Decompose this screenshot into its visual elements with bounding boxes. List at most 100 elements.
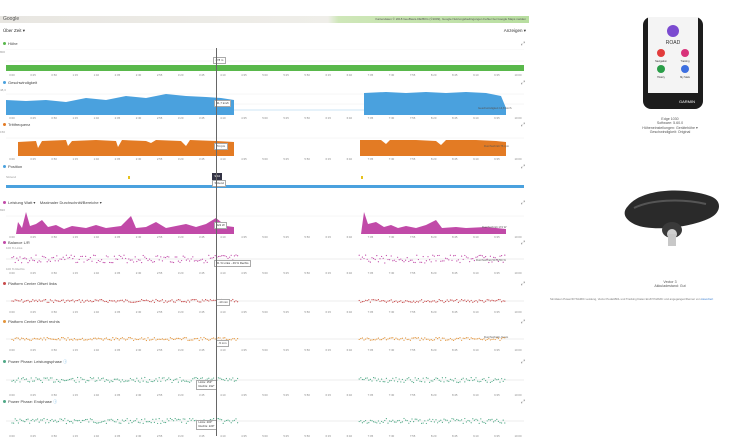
time-tick-label: 10:00 xyxy=(514,434,522,438)
balance-point xyxy=(75,261,77,264)
legend-dot xyxy=(3,400,6,404)
panel-title[interactable]: Power Phase: Endphase xyxy=(8,399,53,404)
pco-right-point xyxy=(373,339,375,341)
balance-point xyxy=(70,254,72,256)
power-phase-end-point xyxy=(414,418,416,420)
pco-left-plot[interactable]: -10 mm xyxy=(6,289,524,309)
expand-icon[interactable]: ⤢ xyxy=(520,359,525,365)
device-elevation-setting[interactable]: Höheneinstellungen: Gerätehöhe ▾ xyxy=(642,125,698,130)
pco-left-point xyxy=(160,300,162,302)
pco-right-point xyxy=(229,338,231,341)
panel-title[interactable]: Leistung Watt ▾ xyxy=(8,200,36,205)
power-phase-point xyxy=(91,378,93,380)
power-phase-end-point xyxy=(398,419,400,422)
pco-right-point xyxy=(465,337,467,339)
balance-point xyxy=(77,261,79,263)
pco-right-plot[interactable]: -5 mm Durchschnitt -6 mm xyxy=(6,327,524,347)
expand-icon[interactable]: ⤢ xyxy=(520,240,525,246)
balance-point xyxy=(214,255,216,257)
time-tick-label: 6:15 xyxy=(325,434,331,438)
expand-icon[interactable]: ⤢ xyxy=(520,80,525,86)
pco-right-point xyxy=(222,337,224,339)
balance-point xyxy=(365,254,367,256)
power-phase-end-point xyxy=(115,421,117,423)
pco-left-point xyxy=(454,299,456,302)
time-tick-label: 0:25 xyxy=(30,310,36,314)
pco-right-point xyxy=(489,339,491,341)
power-plot[interactable]: 222 W Durchschnitt 174 W xyxy=(6,208,524,234)
time-tick-label: 4:10 xyxy=(220,116,226,120)
power-phase-point xyxy=(97,377,99,379)
elevation-plot[interactable]: 478 m xyxy=(6,49,524,73)
balance-plot[interactable]: 51 % Links - 49 % Rechts Durchschnitt 50… xyxy=(6,248,524,270)
pco-right-point xyxy=(75,339,77,341)
power-phase-end-point xyxy=(363,421,365,423)
time-axis-selector[interactable]: Über Zeit ▾ xyxy=(3,28,26,33)
power-phase-point xyxy=(109,381,111,383)
map-strip[interactable]: Google Kartendaten © 2018 GeoBasis-DE/BK… xyxy=(0,16,529,23)
pco-right-point xyxy=(224,337,226,339)
power-phase-end-point xyxy=(470,422,472,424)
power-phase-point xyxy=(501,378,503,380)
pco-right-point xyxy=(134,338,136,340)
panel-title[interactable]: Power Phase: Leistungsphase xyxy=(8,359,63,364)
power-phase-end-point xyxy=(123,420,125,422)
balance-point xyxy=(64,258,66,261)
power-phase-end-point xyxy=(83,419,85,422)
expand-icon[interactable]: ⤢ xyxy=(520,319,525,325)
cadence-plot[interactable]: 74 rpm Durchschnitt 76 rpm xyxy=(6,130,524,156)
balance-point xyxy=(32,259,34,261)
pco-left-point xyxy=(421,299,423,301)
display-selector[interactable]: Anzeigen ▾ xyxy=(503,28,526,33)
time-tick-label: 8:20 xyxy=(430,73,437,77)
power-phase-point xyxy=(70,378,72,380)
power-phase-point xyxy=(192,378,194,380)
power-phase-point xyxy=(432,380,434,382)
power-phase-point xyxy=(102,377,104,379)
pco-right-point xyxy=(105,337,107,339)
expand-icon[interactable]: ⤢ xyxy=(520,164,525,170)
expand-icon[interactable]: ⤢ xyxy=(520,122,525,128)
map-attribution[interactable]: Kartendaten © 2018 GeoBasis-DE/BKG (©200… xyxy=(375,17,526,21)
tooltip-right: Rechts: 229° xyxy=(198,423,215,428)
power-phase-end-point xyxy=(235,418,237,420)
time-tick-label: 4:10 xyxy=(220,235,226,239)
pco-left-point xyxy=(401,301,403,304)
power-phase-end-plot[interactable]: Links: 200° Rechts: 229° xyxy=(6,407,524,433)
power-phase-end-point xyxy=(77,420,79,422)
power-phase-point xyxy=(477,380,479,382)
power-phase-end-point xyxy=(448,422,450,424)
balance-point xyxy=(57,260,60,262)
power-phase-end-point xyxy=(424,420,426,422)
pco-right-point xyxy=(185,337,187,339)
pco-right-point xyxy=(401,337,403,339)
time-tick-label: 8:45 xyxy=(452,235,458,239)
balance-point xyxy=(197,260,199,262)
expand-icon[interactable]: ⤢ xyxy=(520,281,525,287)
info-icon[interactable]: ⓘ xyxy=(63,359,68,364)
power-phase-plot[interactable]: Links: 153° Rechts: 192° xyxy=(6,367,524,393)
position-plot[interactable]: 9:44 Sitzend xyxy=(6,173,524,191)
expand-icon[interactable]: ⤢ xyxy=(520,399,525,405)
power-phase-end-point xyxy=(192,418,194,420)
power-phase-point xyxy=(235,380,237,382)
power-phase-point xyxy=(22,377,24,379)
power-phase-end-point xyxy=(485,422,487,424)
power-phase-end-point xyxy=(361,422,363,424)
speed-plot[interactable]: 31,7 km/h Geschwindigkeit 14,8 km/h xyxy=(6,88,524,115)
footer-note-link[interactable]: Assoziiert xyxy=(701,297,714,301)
time-tick-label: 8:45 xyxy=(452,73,458,77)
pco-left-point xyxy=(504,300,506,302)
time-tick-label: 2:55 xyxy=(156,393,163,397)
power-range-selector[interactable]: Maximaler Durchschnitt/Bereiche ▾ xyxy=(39,200,102,205)
power-phase-point xyxy=(176,378,178,380)
expand-icon[interactable]: ⤢ xyxy=(520,41,525,47)
power-phase-end-point xyxy=(371,420,373,422)
balance-point xyxy=(217,255,219,258)
power-phase-end-point xyxy=(97,422,99,424)
expand-icon[interactable]: ⤢ xyxy=(520,200,525,206)
pco-right-point xyxy=(117,337,119,340)
time-tick-label: 6:40 xyxy=(346,235,353,239)
info-icon[interactable]: ⓘ xyxy=(53,399,58,404)
pco-right-point xyxy=(136,338,138,341)
